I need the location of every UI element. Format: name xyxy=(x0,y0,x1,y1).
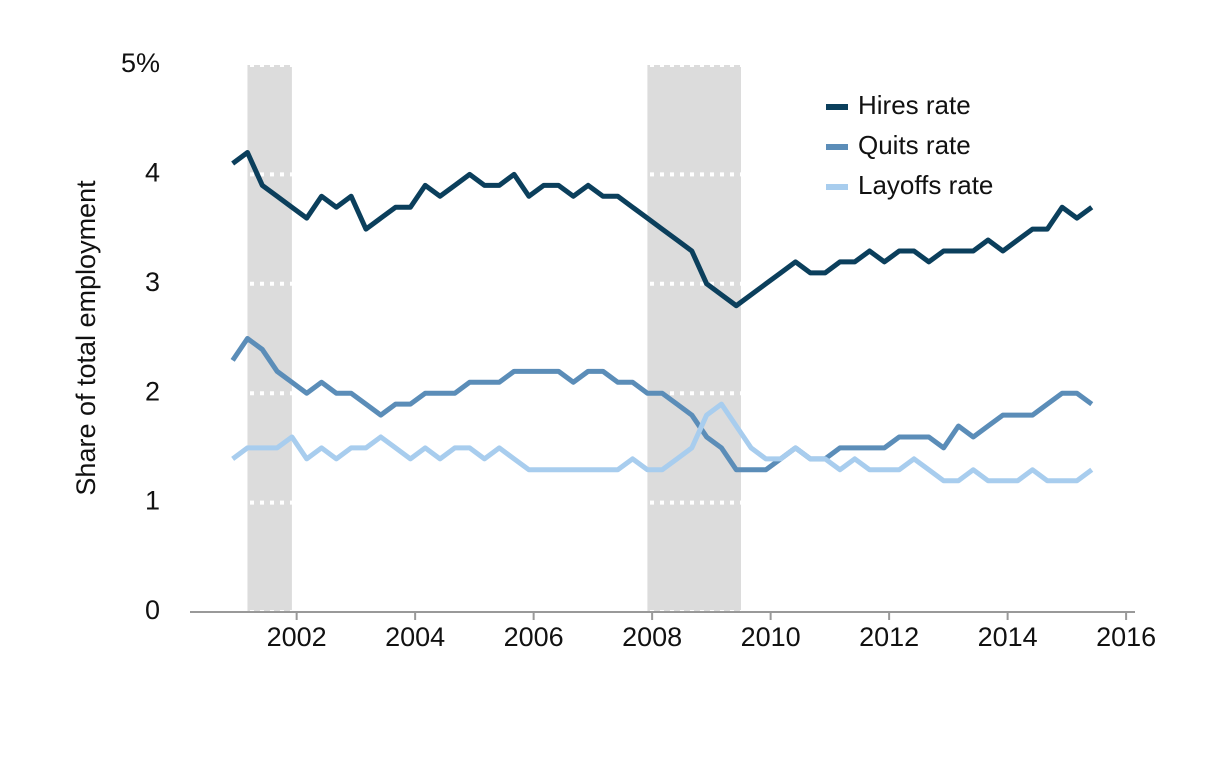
legend-label: Layoffs rate xyxy=(858,170,993,200)
x-tick-label: 2006 xyxy=(504,622,564,652)
series-line xyxy=(230,336,1094,473)
x-tick-label: 2010 xyxy=(741,622,801,652)
y-tick-label: 3 xyxy=(145,267,160,297)
recession-band xyxy=(247,65,292,612)
x-tick-label: 2014 xyxy=(978,622,1038,652)
series-line xyxy=(231,401,1094,484)
x-tick-label: 2008 xyxy=(622,622,682,652)
x-tick-label: 2012 xyxy=(859,622,919,652)
x-tick-label: 2002 xyxy=(267,622,327,652)
y-axis-label: Share of total employment xyxy=(71,180,101,496)
y-tick-label: 0 xyxy=(145,595,160,625)
recession-band xyxy=(647,65,742,612)
legend: Hires rate Quits rate Layoffs rate xyxy=(826,90,993,200)
x-tick-label: 2004 xyxy=(385,622,445,652)
legend-label: Hires rate xyxy=(858,90,971,120)
y-tick-label: 4 xyxy=(145,158,160,188)
y-tick-label: 1 xyxy=(145,486,160,516)
y-tick-label: 5% xyxy=(121,48,160,78)
series-line xyxy=(231,150,1094,309)
y-tick-label: 2 xyxy=(145,376,160,406)
x-tick-label: 2016 xyxy=(1096,622,1156,652)
legend-label: Quits rate xyxy=(858,130,971,160)
